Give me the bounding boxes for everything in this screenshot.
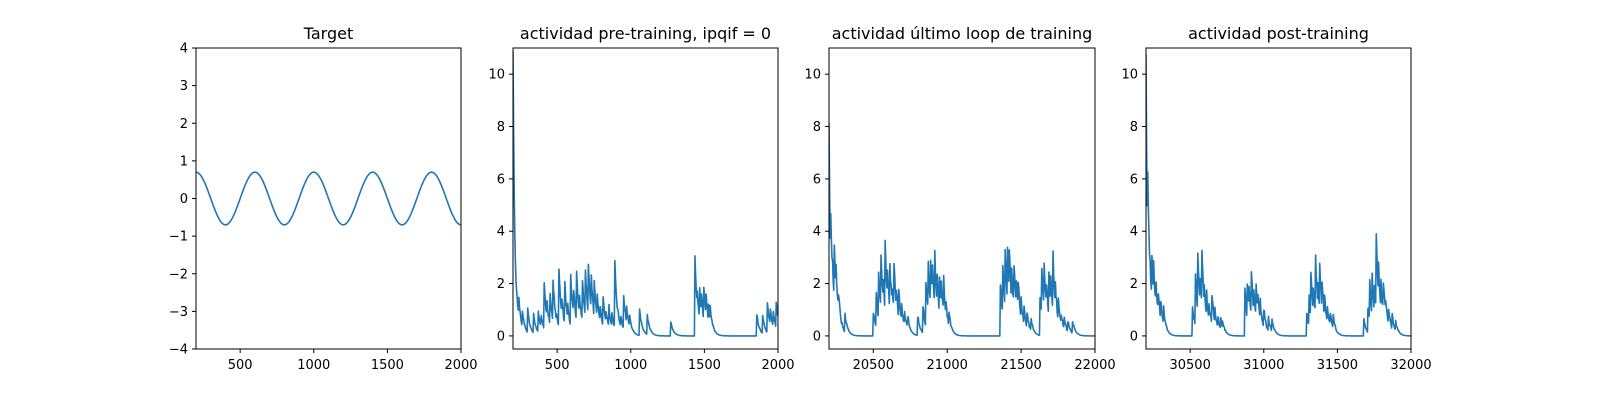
x-tick-label: 22000 [1074, 358, 1115, 373]
subplot-last-training-loop: 20500 21000 21500 22000 0 2 4 6 8 10 actividad últ… [804, 24, 1115, 373]
y-tick-label: 2 [497, 277, 505, 292]
y-tick-label: 8 [1130, 120, 1138, 135]
x-tick-label: 31500 [1317, 358, 1358, 373]
x-tick-label: 1000 [614, 358, 647, 373]
subplot-pre-training-axes-frame [512, 47, 779, 350]
subplot-post-training: 30500 31000 31500 32000 0 2 4 6 8 10 actividad pos… [1121, 24, 1431, 373]
y-tick-label: 4 [813, 225, 821, 240]
y-tick-label: 6 [813, 172, 821, 187]
y-tick-label: 0 [813, 329, 821, 344]
y-tick-label: −4 [169, 343, 188, 358]
y-tick-label: 0 [180, 192, 188, 207]
y-tick-label: 0 [497, 329, 505, 344]
subplot-pre-training-title: actividad pre-training, ipqif = 0 [520, 24, 771, 43]
x-tick-label: 1500 [688, 358, 721, 373]
subplot-pre-training: 500 1000 1500 2000 0 2 4 6 8 10 actividad pre-trai… [488, 24, 794, 373]
x-tick-label: 20500 [853, 358, 894, 373]
subplot-last-training-loop-series-line [829, 122, 1095, 337]
y-tick-label: 3 [180, 79, 188, 94]
y-tick-label: 10 [488, 68, 505, 83]
y-tick-label: 0 [1130, 329, 1138, 344]
y-tick-label: 2 [180, 117, 188, 132]
subplot-target-title: Target [303, 24, 354, 43]
y-tick-label: 10 [804, 68, 821, 83]
x-tick-label: 31000 [1243, 358, 1284, 373]
y-tick-label: 4 [1130, 225, 1138, 240]
x-tick-label: 32000 [1390, 358, 1431, 373]
x-tick-label: 1500 [371, 358, 404, 373]
subplot-post-training-axes-frame [1145, 47, 1412, 350]
y-tick-label: 4 [180, 42, 188, 57]
y-tick-label: −2 [169, 267, 188, 282]
x-tick-label: 2000 [444, 358, 477, 373]
y-tick-label: 1 [180, 154, 188, 169]
y-tick-label: 8 [497, 120, 505, 135]
subplot-post-training-series-line [1146, 54, 1411, 337]
subplot-target: 500 1000 1500 2000 −4 −3 −2 −1 0 1 2 3 4 Target [169, 24, 478, 373]
x-tick-label: 30500 [1169, 358, 1210, 373]
subplot-post-training-title: actividad post-training [1188, 24, 1369, 43]
subplot-last-training-loop-axes-frame [828, 47, 1096, 350]
subplot-last-training-loop-title: actividad último loop de training [832, 24, 1093, 43]
x-tick-label: 1000 [297, 358, 330, 373]
y-tick-label: 8 [813, 120, 821, 135]
y-tick-label: 10 [1121, 68, 1138, 83]
y-tick-label: −3 [169, 305, 188, 320]
subplot-pre-training-series-line [513, 51, 778, 337]
x-tick-label: 500 [228, 358, 253, 373]
y-tick-label: 6 [1130, 172, 1138, 187]
y-tick-label: 2 [1130, 277, 1138, 292]
x-tick-label: 2000 [761, 358, 794, 373]
y-tick-label: 2 [813, 277, 821, 292]
subplot-target-series-line [196, 171, 461, 226]
x-tick-label: 500 [545, 358, 570, 373]
y-tick-label: −1 [169, 230, 188, 245]
x-tick-label: 21500 [1000, 358, 1041, 373]
x-tick-label: 21000 [927, 358, 968, 373]
y-tick-label: 4 [497, 225, 505, 240]
y-tick-label: 6 [497, 172, 505, 187]
